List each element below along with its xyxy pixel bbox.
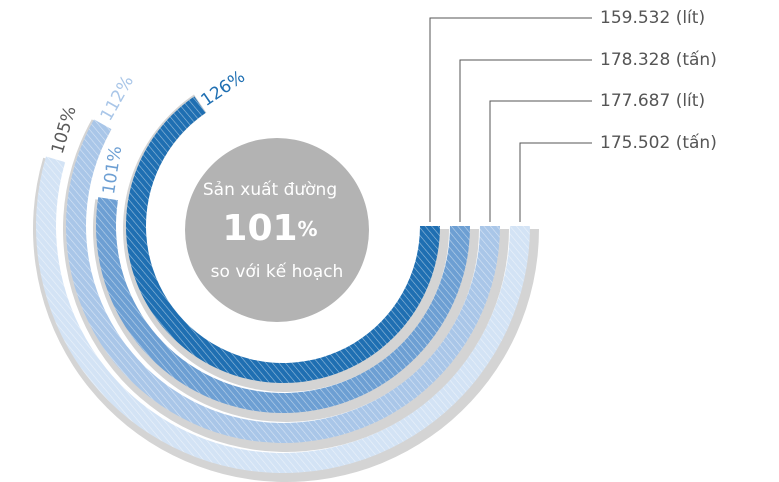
annotation: 159.532 (lít) (600, 8, 705, 28)
annotation: 175.502 (tấn) (600, 132, 717, 153)
value-label: 101% (99, 145, 126, 196)
leader-line (429, 17, 592, 222)
center-line2: so với kế hoạch (211, 261, 344, 282)
value-label: 126% (198, 67, 249, 111)
center-value: 101% (222, 208, 317, 249)
value-label: 112% (97, 72, 138, 124)
annotation: 177.687 (lít) (600, 91, 705, 111)
leader-line (489, 100, 592, 222)
center-disc (185, 138, 369, 322)
center-line1: Sản xuất đường (203, 179, 337, 200)
annotation: 178.328 (tấn) (600, 49, 717, 70)
leader-line (459, 59, 592, 222)
value-label: 105% (48, 104, 81, 156)
leader-line (519, 142, 592, 222)
center-number: 101 (222, 208, 297, 249)
center-unit: % (298, 217, 318, 241)
